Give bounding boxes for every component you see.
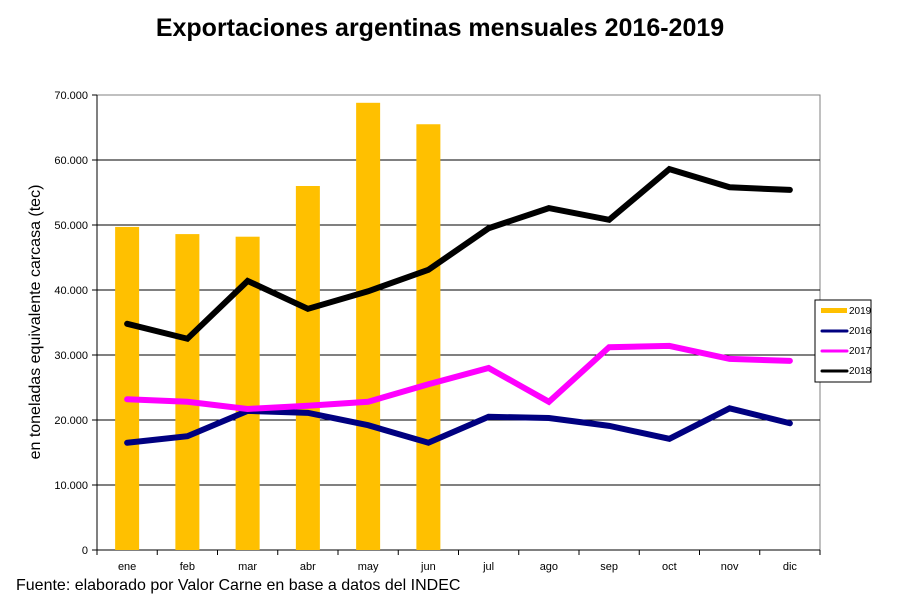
y-tick-label: 20.000 <box>54 415 88 427</box>
line-series-2018 <box>124 165 793 343</box>
y-tick-label: 10.000 <box>54 480 88 492</box>
x-tick-label: jul <box>482 561 494 573</box>
chart-title: Exportaciones argentinas mensuales 2016-… <box>155 14 725 42</box>
y-tick-label: 60.000 <box>54 155 88 167</box>
legend-label-2019: 2019 <box>849 306 872 317</box>
y-tick-label: 50.000 <box>54 220 88 232</box>
x-tick-label: jun <box>420 561 436 573</box>
source-note: Fuente: elaborado por Valor Carne en bas… <box>16 577 461 594</box>
bar-2019-may <box>356 102 381 551</box>
legend <box>814 299 872 383</box>
legend-label-2016: 2016 <box>849 326 872 337</box>
y-tick-label: 30.000 <box>54 350 88 362</box>
x-tick-label: dic <box>783 561 798 573</box>
legend-swatch-2019 <box>821 308 847 313</box>
bar-2019-feb <box>175 234 200 550</box>
line-series-2017 <box>124 342 793 412</box>
x-tick-label: sep <box>600 561 618 573</box>
legend-label-2018: 2018 <box>849 366 872 377</box>
y-tick-label: 40.000 <box>54 285 88 297</box>
x-tick-label: may <box>358 561 379 573</box>
x-tick-label: mar <box>238 561 257 573</box>
line-series-2016 <box>124 405 793 446</box>
x-tick-label: feb <box>180 561 195 573</box>
y-tick-label: 0 <box>82 545 88 557</box>
bar-2019-abr <box>295 186 320 550</box>
x-tick-label: nov <box>721 561 739 573</box>
bar-2019-ene <box>115 226 140 550</box>
x-tick-label: ago <box>540 561 558 573</box>
x-tick-label: oct <box>662 561 677 573</box>
y-tick-label: 70.000 <box>54 90 88 102</box>
legend-label-2017: 2017 <box>849 346 872 357</box>
x-tick-label: ene <box>118 561 136 573</box>
bar-2019-jun <box>416 124 441 550</box>
x-tick-label: abr <box>300 561 316 573</box>
